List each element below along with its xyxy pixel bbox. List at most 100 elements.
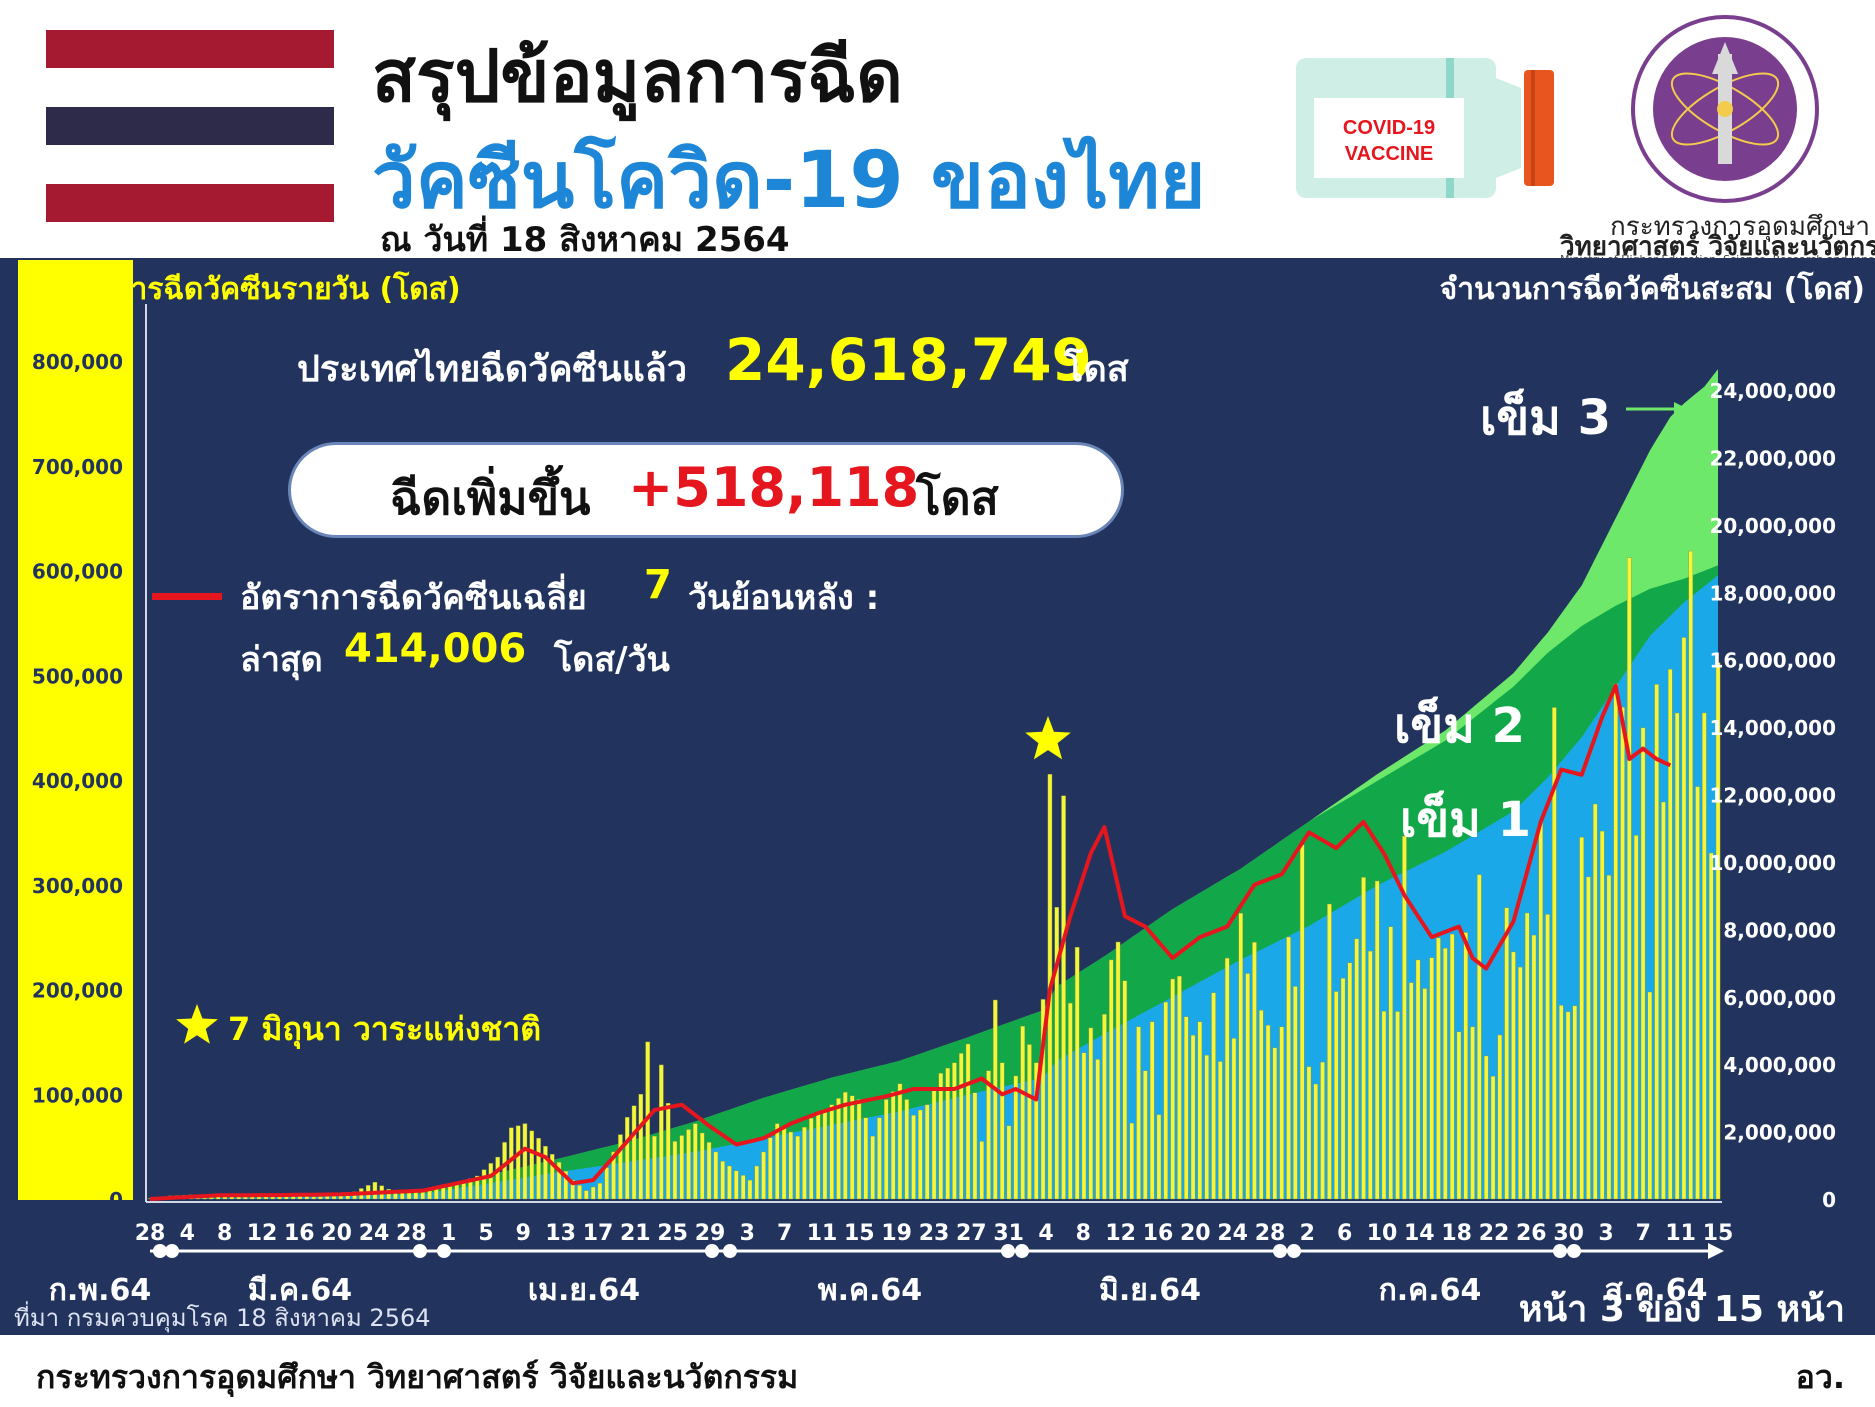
- daily-bar: [713, 1151, 719, 1200]
- month-divider-dot: [723, 1244, 737, 1258]
- daily-bar: [815, 1113, 821, 1200]
- month-bracket-arrow: [1708, 1243, 1724, 1259]
- daily-bar: [761, 1151, 766, 1200]
- x-tick-label: 28: [1255, 1221, 1286, 1246]
- x-tick-label: 3: [1598, 1221, 1613, 1246]
- daily-bar: [1006, 1125, 1012, 1200]
- y-tick-right: 22,000,000: [1709, 446, 1836, 470]
- daily-bar: [311, 1196, 316, 1200]
- x-tick-label: 14: [1404, 1221, 1435, 1246]
- daily-bar: [1613, 683, 1618, 1200]
- daily-bar: [1395, 1011, 1400, 1200]
- daily-bar: [1511, 951, 1516, 1200]
- daily-bar: [604, 1167, 610, 1200]
- daily-bar: [1095, 1059, 1100, 1200]
- daily-bar: [1293, 986, 1298, 1200]
- daily-bar: [795, 1135, 800, 1200]
- daily-bar: [1013, 1075, 1019, 1200]
- y-tick-right: 10,000,000: [1709, 851, 1836, 875]
- daily-bar: [1572, 1005, 1578, 1200]
- daily-bar: [440, 1187, 446, 1200]
- daily-bar: [1640, 727, 1646, 1200]
- daily-bar: [1647, 991, 1653, 1200]
- org-name-th-1: กระทรวงการอุดมศึกษา: [1610, 212, 1870, 242]
- x-tick-label: 23: [919, 1221, 950, 1246]
- daily-bar: [611, 1151, 616, 1200]
- daily-bar: [1531, 934, 1537, 1200]
- latest-unit: โดส/วัน: [554, 640, 670, 680]
- x-tick-label: 19: [881, 1221, 912, 1246]
- daily-bar: [1313, 1083, 1318, 1200]
- daily-bar: [952, 1062, 957, 1200]
- x-tick-label: 13: [545, 1221, 576, 1246]
- month-label: มิ.ย.64: [1099, 1273, 1201, 1308]
- month-divider-dot: [1015, 1244, 1029, 1258]
- daily-bar: [1388, 926, 1393, 1200]
- daily-bar: [781, 1127, 787, 1200]
- daily-bar: [1422, 988, 1428, 1200]
- increase-label: ฉีดเพิ่มขึ้น: [390, 471, 591, 525]
- daily-bar: [1368, 950, 1373, 1200]
- vial-text-1: COVID-19: [1343, 117, 1435, 139]
- daily-bar: [1033, 1062, 1039, 1200]
- daily-bar: [1463, 932, 1468, 1200]
- daily-bar: [1552, 707, 1557, 1200]
- daily-bar: [999, 1062, 1005, 1200]
- daily-bar: [1054, 907, 1059, 1200]
- page-subtitle: วัคซีนโควิด-19 ของไทย: [372, 136, 1206, 226]
- daily-bar: [822, 1109, 828, 1200]
- daily-bar: [556, 1162, 562, 1200]
- daily-bar: [1265, 1025, 1271, 1200]
- x-tick-label: 20: [321, 1221, 352, 1246]
- daily-bar: [1429, 957, 1434, 1200]
- y-tick-right: 16,000,000: [1709, 649, 1836, 673]
- x-tick-label: 16: [284, 1221, 315, 1246]
- month-divider-dot: [153, 1244, 167, 1258]
- daily-bar: [1579, 837, 1584, 1200]
- daily-bar: [1483, 1055, 1489, 1200]
- report-date: ณ วันที่ 18 สิงหาคม 2564: [380, 220, 790, 260]
- daily-bar: [1490, 1076, 1496, 1200]
- x-tick-label: 9: [516, 1221, 531, 1246]
- daily-bar: [775, 1123, 780, 1200]
- daily-bar: [325, 1196, 330, 1200]
- daily-bar: [1456, 1031, 1462, 1200]
- daily-bar: [550, 1154, 555, 1200]
- y-tick-left: 700,000: [32, 455, 123, 479]
- daily-bar: [1633, 835, 1639, 1200]
- daily-bar: [836, 1098, 841, 1200]
- daily-bar: [1715, 662, 1721, 1200]
- y-tick-left: 800,000: [32, 350, 123, 374]
- x-tick-label: 15: [1703, 1221, 1734, 1246]
- daily-bar: [1592, 803, 1598, 1200]
- daily-bar: [372, 1182, 378, 1200]
- daily-bar: [618, 1134, 623, 1200]
- x-tick-label: 17: [583, 1221, 614, 1246]
- y-tick-right: 2,000,000: [1723, 1121, 1836, 1145]
- daily-bar: [965, 1043, 971, 1200]
- y-tick-right: 14,000,000: [1709, 716, 1836, 740]
- daily-bar: [1381, 1011, 1387, 1200]
- daily-bar: [1497, 1034, 1503, 1200]
- daily-bar: [1320, 1061, 1325, 1200]
- daily-bar: [638, 1094, 644, 1200]
- daily-bar: [1306, 1066, 1312, 1200]
- daily-bar: [318, 1196, 323, 1200]
- daily-bar: [938, 1073, 944, 1200]
- x-tick-label: 25: [657, 1221, 688, 1246]
- x-tick-label: 6: [1337, 1221, 1352, 1246]
- daily-bar: [1654, 684, 1659, 1200]
- x-tick-label: 24: [1217, 1221, 1248, 1246]
- daily-bar: [945, 1067, 950, 1200]
- daily-bar: [1231, 1038, 1237, 1200]
- daily-bar: [1470, 1026, 1475, 1200]
- y-tick-left: 200,000: [32, 979, 123, 1003]
- daily-bar: [1272, 1047, 1278, 1200]
- daily-bar: [1102, 1014, 1107, 1200]
- daily-bar: [1299, 844, 1305, 1200]
- daily-bar: [1674, 712, 1680, 1200]
- daily-bar: [665, 1103, 671, 1200]
- x-tick-label: 28: [396, 1221, 427, 1246]
- daily-bar: [1156, 1114, 1162, 1200]
- daily-bar: [1149, 1021, 1155, 1200]
